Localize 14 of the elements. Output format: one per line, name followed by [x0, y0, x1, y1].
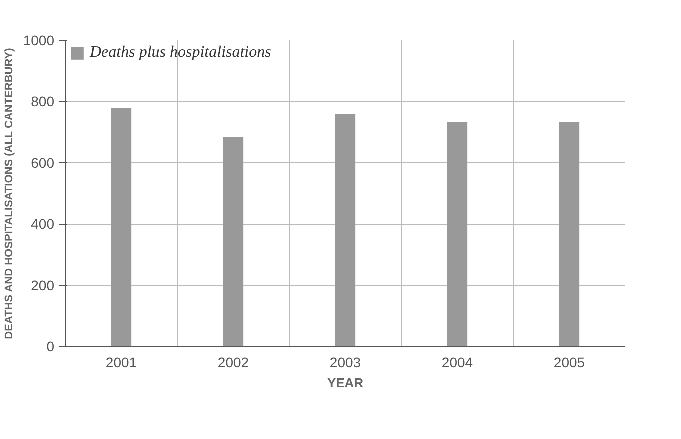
x-tick-label: 2005: [554, 354, 586, 370]
x-tick-label: 2004: [442, 354, 474, 370]
x-tick-label: 2002: [218, 354, 250, 370]
legend-label: Deaths plus hospitalisations: [90, 44, 272, 62]
y-tick-label: 0: [46, 338, 55, 354]
y-axis-title: DEATHS AND HOSPITALISATIONS (ALL CANTERBURY): [3, 48, 16, 340]
y-tick-label: 600: [31, 154, 55, 171]
y-tick-label: 1000: [23, 32, 55, 48]
y-tick-label: 400: [31, 216, 55, 232]
y-tick-label: 200: [31, 277, 55, 294]
x-tick-label: 2001: [106, 354, 138, 370]
x-axis-title: YEAR: [327, 376, 364, 390]
y-tick-label: 800: [31, 94, 55, 110]
x-tick-label: 2003: [330, 354, 362, 370]
